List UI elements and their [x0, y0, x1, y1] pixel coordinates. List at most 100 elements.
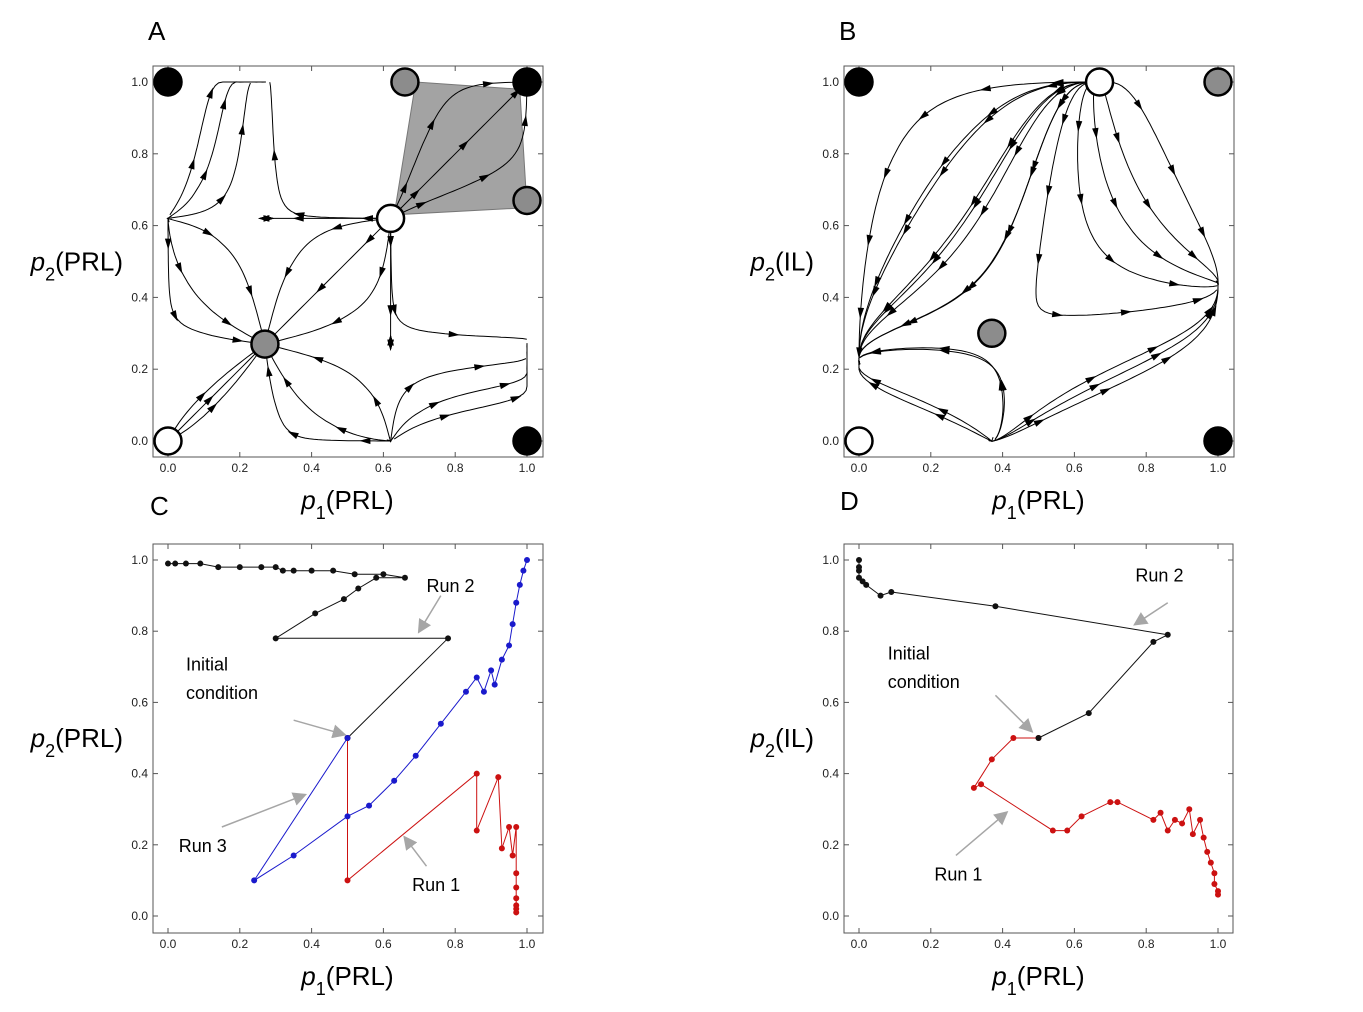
- stream-arrowhead: [238, 123, 245, 135]
- y-tick-label: 0.2: [131, 838, 148, 852]
- stream-arrowhead: [387, 236, 394, 248]
- run-point: [488, 667, 495, 674]
- stream-arrowhead: [1147, 346, 1159, 354]
- stream-arrowhead: [478, 174, 491, 183]
- stream-arrowhead: [1009, 139, 1018, 151]
- streamline: [858, 81, 1101, 366]
- stream-arrowhead: [966, 281, 977, 291]
- stream-arrowhead: [174, 262, 183, 274]
- stream-arrowhead: [939, 166, 949, 177]
- run-point: [473, 770, 480, 777]
- fixed-point-stable: [1203, 426, 1233, 456]
- stream-arrowhead: [510, 395, 522, 403]
- stream-arrowhead: [1060, 93, 1070, 104]
- run-point: [513, 870, 520, 877]
- stream-arrowhead: [856, 347, 863, 359]
- streamline: [391, 351, 528, 440]
- stream-arrowhead: [1142, 198, 1152, 210]
- streamline: [167, 217, 268, 345]
- run-point: [258, 564, 265, 571]
- stream-arrowhead: [448, 330, 460, 338]
- y-tick-label: 0.6: [131, 695, 148, 709]
- gray-pointer-arrow: [221, 792, 308, 828]
- streamline: [858, 81, 1101, 365]
- stream-arrowhead: [931, 253, 942, 265]
- run-point: [412, 752, 419, 759]
- run-point: [1197, 816, 1204, 823]
- fixed-point-stable: [512, 426, 542, 456]
- run-point: [1164, 827, 1171, 834]
- x-tick-label: 0.8: [1138, 937, 1155, 951]
- x-tick-label: 0.8: [1138, 461, 1155, 475]
- plot-frame-a: [152, 65, 544, 458]
- stream-arrowhead: [1046, 185, 1053, 197]
- streamline: [169, 81, 266, 216]
- annotation-label: Run 2: [426, 576, 474, 596]
- stream-arrowhead: [918, 110, 929, 120]
- y-tick-label: 0.8: [131, 624, 148, 638]
- run-point: [344, 813, 351, 820]
- streamline: [858, 363, 991, 441]
- run-point: [1150, 816, 1157, 823]
- stream-arrowhead: [364, 234, 375, 245]
- stream-arrowhead: [937, 260, 948, 271]
- plot-frame-d: [843, 543, 1234, 934]
- stream-arrowhead: [857, 307, 865, 319]
- streamlines-b: [856, 79, 1219, 442]
- run-point: [877, 592, 884, 599]
- stream-arrowhead: [883, 167, 891, 179]
- streamline: [169, 341, 268, 440]
- streamline: [859, 348, 1005, 440]
- streamline: [1035, 81, 1218, 316]
- stream-arrowhead: [387, 305, 394, 317]
- run-point: [480, 688, 487, 695]
- run-point: [513, 599, 520, 606]
- streamline: [263, 343, 394, 443]
- run-point: [513, 895, 520, 902]
- streamline: [858, 360, 991, 441]
- stream-arrowhead: [882, 301, 893, 313]
- run-point: [498, 845, 505, 852]
- fixed-point-unstable: [375, 203, 406, 234]
- stream-arrowhead: [316, 282, 327, 293]
- streamline: [167, 217, 270, 347]
- y-tick-label: 0.6: [822, 695, 839, 709]
- x-axis-label-d: p1(PRL): [991, 961, 1084, 999]
- stream-arrowhead: [1007, 224, 1015, 236]
- run-point: [524, 557, 530, 563]
- stream-arrowhead: [266, 365, 273, 377]
- fixed-point-unstable: [153, 426, 183, 456]
- run-point: [856, 574, 862, 581]
- run-point: [290, 852, 297, 859]
- run-point: [1035, 735, 1042, 741]
- run-point: [1189, 831, 1196, 838]
- run-point: [992, 603, 999, 610]
- streamline: [858, 81, 1102, 365]
- stream-arrowhead: [521, 115, 528, 127]
- stream-arrowhead: [359, 437, 371, 445]
- annotation-label: Initial: [888, 644, 930, 664]
- x-tick-label: 0.2: [231, 937, 248, 951]
- run-point: [380, 571, 387, 578]
- stream-arrowhead: [866, 234, 873, 246]
- streamline: [858, 81, 1102, 365]
- run-point: [1107, 799, 1114, 806]
- panel-letter-b: B: [839, 16, 856, 46]
- stream-arrowhead: [284, 266, 293, 278]
- stream-arrowhead: [903, 213, 913, 225]
- x-tick-label: 1.0: [519, 461, 536, 475]
- x-tick-label: 1.0: [1210, 461, 1227, 475]
- stream-arrowhead: [983, 114, 994, 124]
- run-point: [856, 564, 862, 571]
- run-point: [513, 884, 520, 891]
- y-tick-label: 0.4: [822, 290, 839, 304]
- stream-arrowhead: [312, 356, 324, 364]
- run-point: [165, 560, 171, 567]
- y-tick-label: 0.4: [822, 767, 839, 781]
- y-axis-label-b: p2(IL): [750, 247, 814, 285]
- axis-ticks-b: 0.0 0.2 0.4 0.6 0.8 1.0 0.0 0.2 0.4 0.6 0.8 1.0: [822, 66, 1234, 475]
- stream-arrowhead: [400, 182, 408, 194]
- annotation-label: condition: [186, 683, 258, 703]
- stream-arrowhead: [987, 107, 998, 117]
